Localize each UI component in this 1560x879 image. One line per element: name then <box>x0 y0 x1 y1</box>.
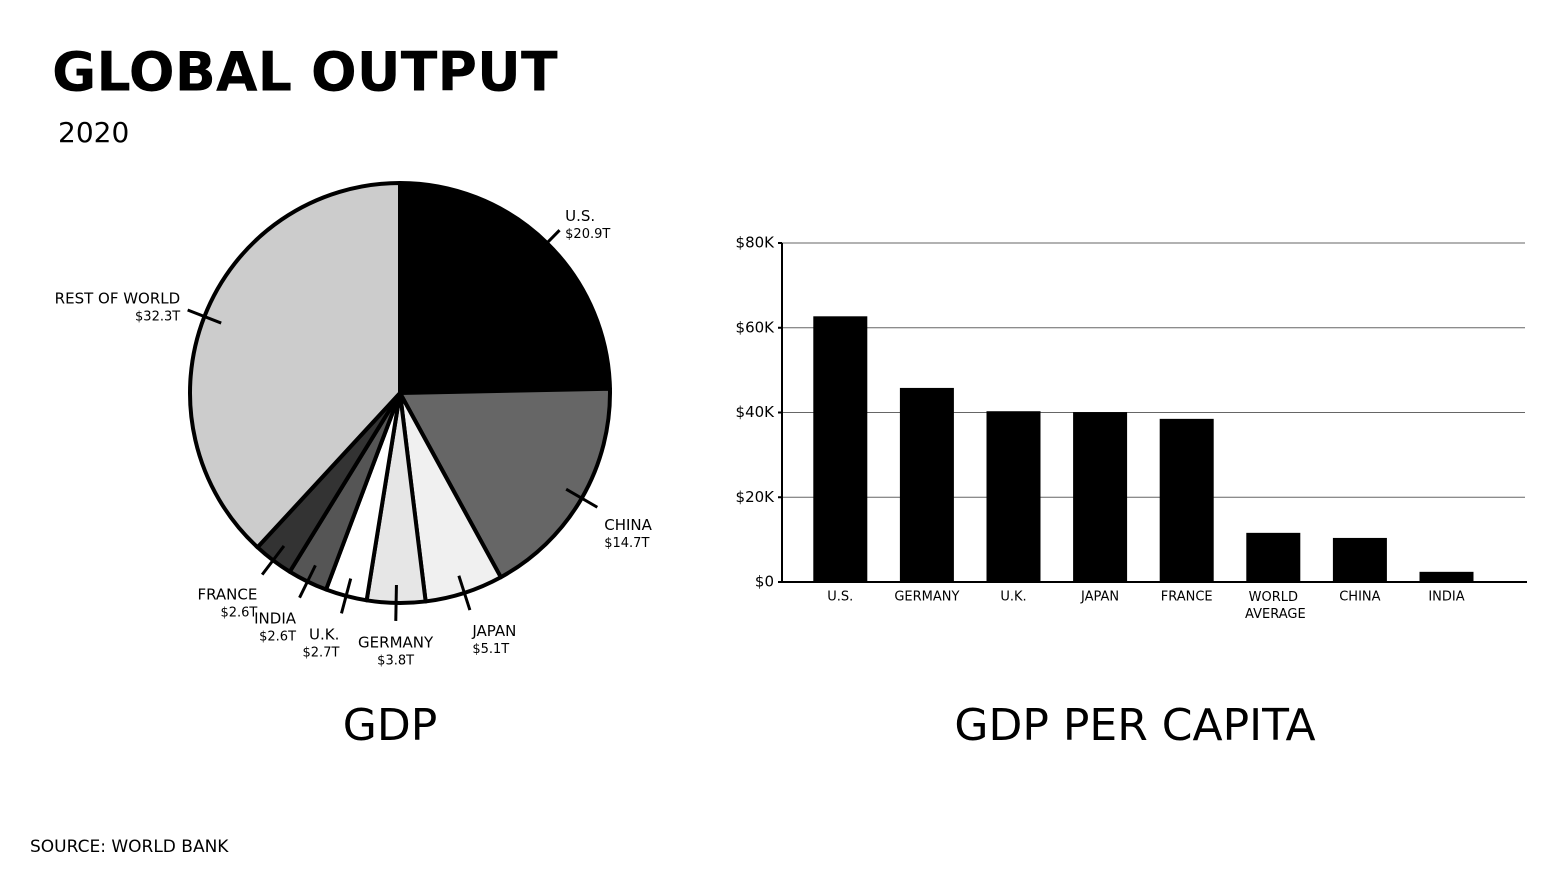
bar <box>1073 412 1128 582</box>
page-title: GLOBAL OUTPUT <box>52 41 558 104</box>
slice-value-label: $3.8T <box>377 653 414 668</box>
leader-line <box>187 308 222 325</box>
x-tick-label: JAPAN <box>1080 590 1119 605</box>
slice-value-label: $2.6T <box>259 629 296 644</box>
slice-label: GERMANY <box>358 633 434 651</box>
x-tick-label: GERMANY <box>894 590 959 605</box>
leader-line <box>260 545 286 576</box>
bar <box>1246 532 1301 582</box>
y-tick-label: $80K <box>736 234 776 252</box>
leader-line <box>533 229 561 257</box>
y-tick-label: $40K <box>736 403 776 421</box>
bar <box>1159 418 1214 582</box>
slice-value-label: $5.1T <box>472 642 509 657</box>
slice-label: JAPAN <box>471 622 516 640</box>
y-tick-label: $60K <box>736 318 776 336</box>
slice-label: CHINA <box>604 516 652 534</box>
bar <box>1419 571 1474 582</box>
x-tick-label: WORLD AVERAGE <box>1241 590 1306 622</box>
slice-value-label: $14.7T <box>604 536 649 551</box>
bar <box>1332 537 1387 582</box>
bar <box>986 411 1041 582</box>
slice-label: U.K. <box>309 626 339 644</box>
x-tick-label: INDIA <box>1428 590 1464 605</box>
x-tick-label: U.S. <box>827 590 853 605</box>
source-note: SOURCE: WORLD BANK <box>30 837 229 857</box>
bar <box>813 316 868 582</box>
slice-label: U.S. <box>565 207 595 225</box>
slice-label: FRANCE <box>197 586 257 604</box>
chart-title: GDP PER CAPITA <box>954 700 1315 751</box>
leader-line <box>340 578 353 614</box>
slice-label: INDIA <box>254 609 297 627</box>
bar <box>899 387 954 582</box>
leader-line <box>565 487 599 509</box>
slice-value-label: $20.9T <box>565 227 610 242</box>
slice-value-label: $2.7T <box>303 646 340 661</box>
slice-value-label: $2.6T <box>220 606 257 621</box>
leader-line <box>298 564 317 599</box>
y-tick-label: $0 <box>755 573 774 591</box>
leader-line <box>394 584 398 621</box>
x-tick-label: FRANCE <box>1161 590 1213 605</box>
slice-label: REST OF WORLD <box>55 290 181 308</box>
y-tick-label: $20K <box>736 488 776 506</box>
leader-line <box>457 575 472 611</box>
x-tick-label: CHINA <box>1339 590 1380 605</box>
chart-title: GDP <box>343 700 438 751</box>
page-subtitle: 2020 <box>58 116 129 149</box>
x-tick-label: U.K. <box>1000 590 1026 605</box>
slice-value-label: $32.3T <box>135 310 180 325</box>
